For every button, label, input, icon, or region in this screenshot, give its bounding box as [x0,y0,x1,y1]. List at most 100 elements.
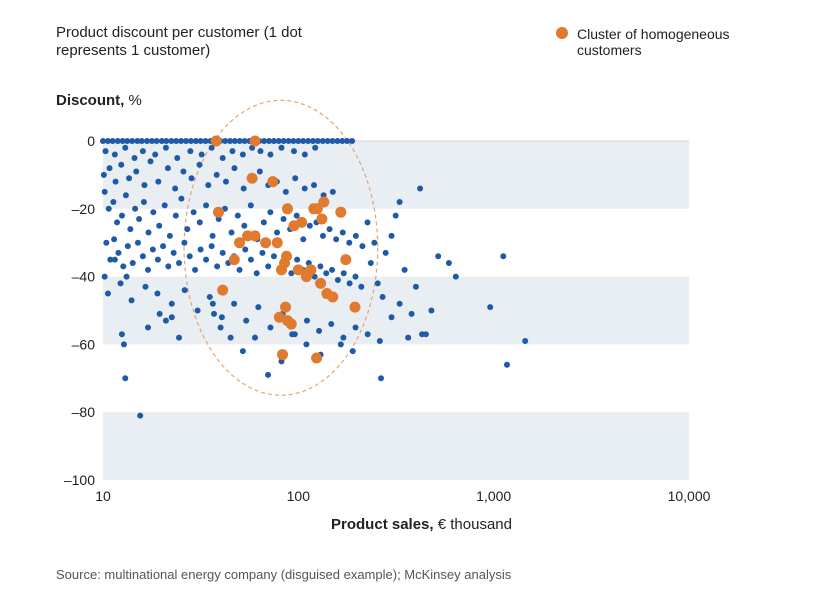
customer-dot [124,138,131,144]
customer-dot [107,256,114,263]
y-tick-label: –80 [72,404,96,420]
customer-dot [152,151,159,158]
customer-dot [100,138,106,144]
customer-dot [196,161,203,168]
x-tick-label: 10,000 [668,488,711,504]
customer-dot [168,300,175,307]
customer-dot [317,263,324,270]
customer-dot [109,138,116,144]
customer-dot [303,341,310,348]
customer-dot [219,249,226,256]
cluster-dot [292,264,304,276]
customer-dot [310,138,317,144]
cluster-dot [296,216,308,228]
cluster-ellipse [183,99,379,396]
customer-dot [194,307,201,314]
customer-dot [127,226,134,233]
customer-dot [364,219,371,226]
customer-dot [300,138,307,144]
customer-dot [180,168,187,175]
cluster-dot [249,135,261,147]
customer-dot [170,249,177,256]
customer-dot [352,324,359,331]
customer-dot [329,188,336,195]
customer-dot [192,266,199,273]
customer-dot [154,290,161,297]
customer-dot [396,300,403,307]
customer-dot [187,138,194,144]
customer-dot [392,212,399,219]
customer-dot [266,138,273,144]
customer-dot [122,192,129,199]
customer-dot [205,182,212,189]
customer-dot [156,222,163,229]
customer-dot [401,266,408,273]
customer-dot [239,348,246,355]
customer-dot [422,331,429,338]
customer-dot [142,283,149,290]
customer-dot [247,202,254,209]
customer-dot [117,280,124,287]
customer-dot [149,246,156,253]
customer-dot [334,276,341,283]
customer-dot [164,165,171,172]
customer-dot [396,199,403,206]
customer-dot [161,202,168,209]
customer-dot [319,232,326,239]
customer-dot [487,304,494,311]
customer-dot [333,236,340,243]
customer-dot [203,202,210,209]
cluster-dot [280,301,292,313]
customer-dot [259,249,266,256]
customer-dot [163,138,170,144]
legend-cluster-label: Cluster of homogeneous customers [577,26,730,58]
customer-dot [311,182,318,189]
y-tick-label: –20 [72,201,96,217]
customer-dot [344,138,351,144]
customer-dot [319,138,326,144]
background-band-2 [103,412,689,480]
legend-cluster-dot [556,27,568,39]
cluster-dot [340,254,352,266]
customer-dot [118,212,125,219]
customer-dot [158,138,165,144]
customer-dot [301,151,308,158]
customer-dot [154,256,161,263]
customer-dot [181,239,188,246]
customer-dot [172,212,179,219]
customer-dot [379,293,386,300]
customer-dot [217,324,224,331]
customer-dot [282,188,289,195]
customer-dot [293,212,300,219]
customer-dot [337,341,344,348]
customer-dot [178,138,185,144]
customer-dot [445,260,452,267]
cluster-dot [260,237,272,249]
customer-dot [174,154,181,161]
customer-dot [118,161,125,168]
customer-dot [178,195,185,202]
customer-dot [288,270,295,277]
cluster-dot [305,264,317,276]
customer-dot [111,256,118,263]
cluster-dot [281,203,293,215]
customer-dot [274,229,281,236]
customer-dot [123,273,130,280]
customer-dot [312,144,319,151]
customer-dot [280,138,287,144]
customer-dot [198,151,205,158]
customer-dot [326,226,333,233]
customer-dot [101,273,108,280]
x-axis-label-unit: € thousand [437,516,512,533]
customer-dot [139,253,146,260]
customer-dot [122,375,129,382]
customer-dot [112,178,119,185]
customer-dot [210,310,217,317]
customer-dot [236,138,243,144]
customer-dot [160,243,167,250]
customer-dot [270,253,277,260]
y-tick-label: –40 [72,269,96,285]
customer-dot [280,215,287,222]
customer-dot [328,321,335,328]
customer-dot [306,222,313,229]
